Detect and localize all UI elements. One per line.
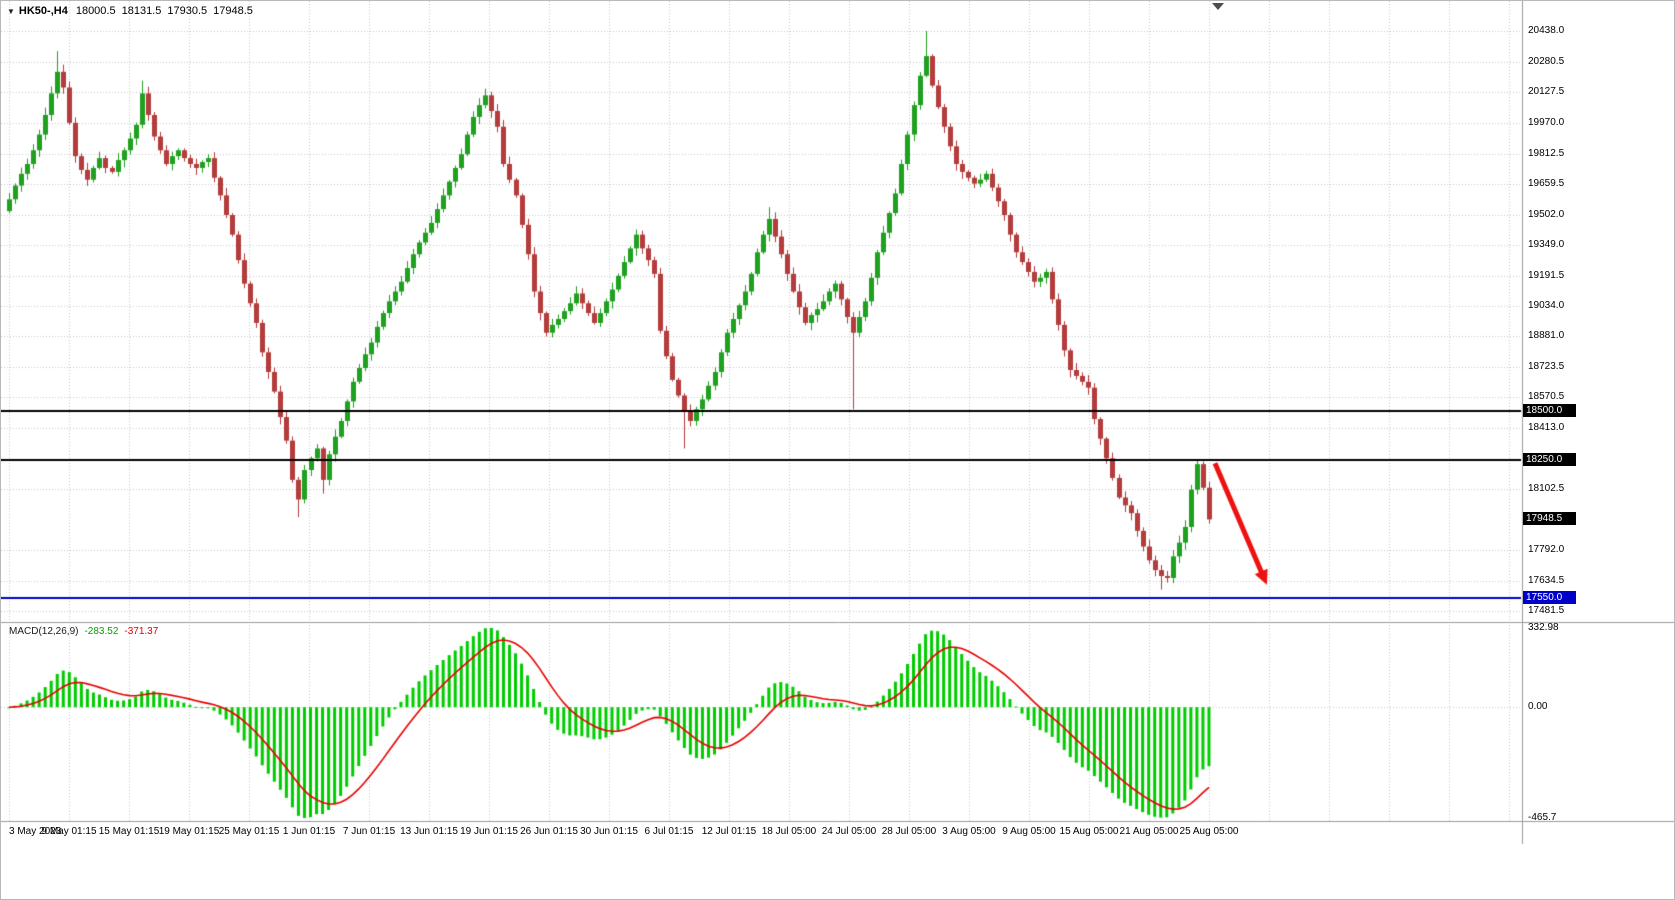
price-axis[interactable]: 20438.0 20280.5 20127.5 19970.0 19812.5 19659… bbox=[1523, 1, 1674, 846]
macd-main-value: -283.52 bbox=[84, 626, 119, 637]
macd-axis-tick: -465.7 bbox=[1528, 812, 1557, 823]
macd-name: MACD(12,26,9) bbox=[9, 626, 79, 637]
chart-shift-marker-icon[interactable] bbox=[1212, 3, 1224, 10]
time-axis-label: 19 Jun 01:15 bbox=[460, 826, 518, 837]
price-axis-tick: 19502.0 bbox=[1528, 208, 1565, 220]
price-axis-tick: 19812.5 bbox=[1528, 147, 1565, 159]
price-axis-tick: 20127.5 bbox=[1528, 85, 1565, 97]
time-axis-label: 25 May 01:15 bbox=[218, 826, 280, 837]
time-axis-label: 3 Aug 05:00 bbox=[942, 826, 996, 837]
time-axis-label: 26 Jun 01:15 bbox=[520, 826, 578, 837]
price-axis-tick: 18413.0 bbox=[1528, 422, 1565, 434]
time-axis-label: 21 Aug 05:00 bbox=[1119, 826, 1179, 837]
time-axis-label: 30 Jun 01:15 bbox=[580, 826, 638, 837]
time-axis-label: 15 May 01:15 bbox=[98, 826, 160, 837]
time-axis-label: 6 Jul 01:15 bbox=[644, 826, 694, 837]
time-axis-label: 19 May 01:15 bbox=[158, 826, 220, 837]
time-axis[interactable]: 3 May 2023 9 May 01:15 15 May 01:15 19 May … bbox=[1, 824, 1521, 844]
price-axis-tick: 19034.0 bbox=[1528, 300, 1565, 312]
price-axis-tick: 17634.5 bbox=[1528, 574, 1565, 586]
symbol-info-bar: ▼ HK50-,H4 18000.5 18131.5 17930.5 17948.5 bbox=[7, 5, 259, 17]
ohlc-close: 17948.5 bbox=[213, 5, 253, 17]
price-axis-tick: 18881.0 bbox=[1528, 330, 1565, 342]
price-axis-tick: 20438.0 bbox=[1528, 25, 1565, 36]
time-axis-label: 7 Jun 01:15 bbox=[342, 826, 396, 837]
macd-indicator-label: MACD(12,26,9) -283.52 -371.37 bbox=[9, 626, 158, 637]
time-axis-label: 3 May 2023 bbox=[9, 826, 62, 837]
time-axis-label: 25 Aug 05:00 bbox=[1179, 826, 1239, 837]
time-axis-label: 18 Jul 05:00 bbox=[761, 826, 817, 837]
symbol-dropdown-icon[interactable]: ▼ bbox=[7, 7, 15, 16]
ohlc-high: 18131.5 bbox=[121, 5, 162, 17]
price-axis-tick: 18102.5 bbox=[1528, 483, 1565, 495]
time-axis-label: 12 Jul 01:15 bbox=[701, 826, 757, 837]
ohlc-open: 18000.5 bbox=[75, 5, 116, 17]
ohlc-low: 17930.5 bbox=[167, 5, 208, 17]
macd-axis-tick: 332.98 bbox=[1528, 622, 1559, 633]
symbol-name: HK50-,H4 bbox=[18, 5, 68, 17]
price-axis-tick: 18570.5 bbox=[1528, 391, 1565, 403]
macd-signal-value: -371.37 bbox=[124, 626, 159, 637]
price-axis-tick: 17792.0 bbox=[1528, 544, 1565, 556]
price-axis-tick: 19191.5 bbox=[1528, 269, 1565, 281]
price-level-badge: 18500.0 bbox=[1523, 404, 1576, 418]
time-axis-label: 9 May 01:15 bbox=[41, 826, 97, 837]
time-axis-label: 9 Aug 05:00 bbox=[1002, 826, 1056, 837]
price-axis-tick: 20280.5 bbox=[1528, 55, 1565, 67]
time-axis-label: 28 Jul 05:00 bbox=[881, 826, 937, 837]
price-axis-tick: 19349.0 bbox=[1528, 238, 1565, 250]
price-level-badge: 17948.5 bbox=[1523, 512, 1576, 526]
price-level-badge: 17550.0 bbox=[1523, 590, 1576, 604]
price-axis-tick: 18723.5 bbox=[1528, 361, 1565, 373]
price-axis-tick: 17481.5 bbox=[1528, 605, 1565, 616]
price-level-badge: 18250.0 bbox=[1523, 453, 1576, 467]
time-axis-label: 15 Aug 05:00 bbox=[1059, 826, 1119, 837]
time-axis-label: 1 Jun 01:15 bbox=[282, 826, 336, 837]
time-axis-label: 24 Jul 05:00 bbox=[821, 826, 877, 837]
macd-axis-tick: 0.00 bbox=[1528, 701, 1548, 713]
time-axis-label: 13 Jun 01:15 bbox=[400, 826, 458, 837]
price-axis-tick: 19659.5 bbox=[1528, 177, 1565, 189]
price-axis-tick: 19970.0 bbox=[1528, 116, 1565, 128]
